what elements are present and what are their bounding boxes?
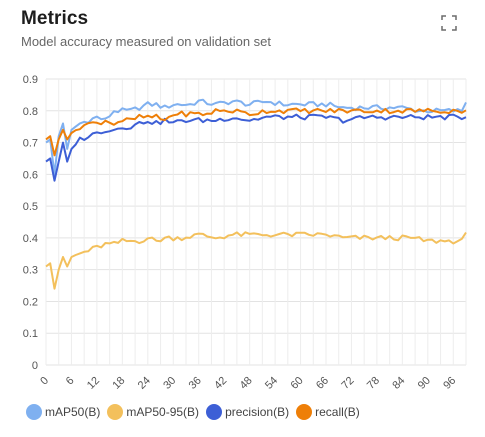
chart-legend: mAP50(B) mAP50-95(B) precision(B) recall(B) bbox=[26, 404, 367, 420]
legend-swatch bbox=[206, 404, 223, 420]
x-tick-label: 66 bbox=[314, 375, 331, 392]
x-tick-label: 30 bbox=[161, 375, 178, 392]
series-line-3 bbox=[45, 107, 467, 157]
line-chart: 00.10.20.30.40.50.60.70.80.90 6 12 18 24 30 36… bbox=[23, 74, 467, 392]
chart-title: Metrics bbox=[21, 8, 89, 29]
legend-swatch bbox=[296, 404, 313, 420]
x-tick-label: 90 bbox=[416, 375, 433, 392]
x-tick-label: 36 bbox=[187, 375, 204, 392]
legend-label: mAP50(B) bbox=[45, 405, 101, 419]
chart-area: 0 0.1 0.2 0.3 0.4 0.5 0.6 0.7 0.8 0.9 0 6 12 18 24 30 36… bbox=[23, 74, 467, 392]
x-tick-label: 48 bbox=[238, 375, 255, 392]
y-tick-label: 0.6 bbox=[23, 169, 38, 181]
x-tick-label: 18 bbox=[110, 375, 127, 392]
y-tick-label: 0.7 bbox=[23, 138, 38, 150]
series-line-1 bbox=[45, 231, 467, 290]
expand-button[interactable] bbox=[440, 14, 458, 32]
x-tick-label: 72 bbox=[339, 375, 356, 392]
series-line-2 bbox=[45, 113, 467, 182]
legend-item[interactable]: precision(B) bbox=[206, 404, 289, 420]
x-tick-label: 12 bbox=[85, 375, 102, 392]
y-tick-label: 0.5 bbox=[23, 201, 38, 213]
y-tick-label: 0.9 bbox=[23, 74, 38, 86]
x-tick-label: 42 bbox=[212, 375, 229, 392]
legend-item[interactable]: mAP50-95(B) bbox=[107, 404, 199, 420]
chart-subtitle: Model accuracy measured on validation se… bbox=[21, 34, 272, 49]
x-tick-label: 96 bbox=[441, 375, 458, 392]
x-tick-label: 78 bbox=[365, 375, 382, 392]
y-tick-label: 0.3 bbox=[23, 265, 38, 277]
expand-icon bbox=[441, 15, 457, 31]
series-line-0 bbox=[45, 98, 467, 176]
x-tick-label: 84 bbox=[390, 375, 407, 392]
legend-swatch bbox=[26, 404, 42, 420]
x-tick-label: 24 bbox=[136, 375, 153, 392]
y-tick-label: 0.2 bbox=[23, 296, 38, 308]
y-tick-label: 0 bbox=[32, 360, 38, 372]
legend-label: recall(B) bbox=[315, 405, 360, 419]
legend-item[interactable]: recall(B) bbox=[296, 404, 360, 420]
x-tick-label: 54 bbox=[263, 375, 280, 392]
x-tick-label: 60 bbox=[289, 375, 306, 392]
y-tick-label: 0.1 bbox=[23, 328, 38, 340]
legend-label: precision(B) bbox=[225, 405, 290, 419]
legend-label: mAP50-95(B) bbox=[126, 405, 200, 419]
x-tick-label: 0 bbox=[38, 375, 51, 388]
legend-item[interactable]: mAP50(B) bbox=[26, 404, 100, 420]
x-tick-label: 6 bbox=[64, 375, 77, 388]
y-tick-label: 0.4 bbox=[23, 233, 38, 245]
y-tick-label: 0.8 bbox=[23, 106, 38, 118]
legend-swatch bbox=[107, 404, 124, 420]
